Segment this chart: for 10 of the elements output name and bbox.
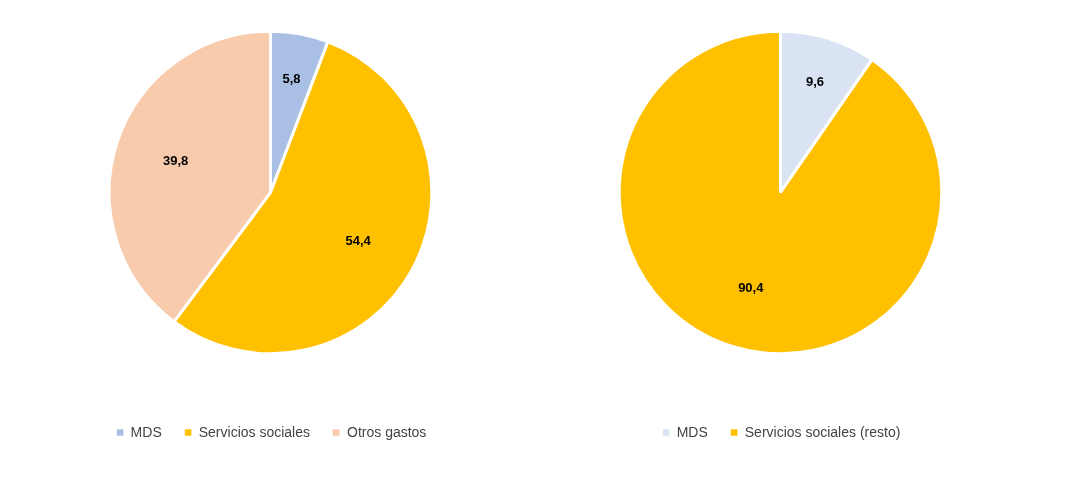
data-label: 39,8 [162, 153, 189, 169]
legend-label: MDS [676, 424, 708, 440]
data-label: 90,4 [738, 280, 765, 296]
legend-label: Servicios sociales [198, 424, 311, 440]
legend-label: Servicios sociales (resto) [744, 424, 901, 440]
legend-label: Otros gastos [347, 424, 427, 440]
data-label: 9,6 [805, 74, 825, 90]
legend-label: MDS [130, 424, 162, 440]
data-label: 5,8 [282, 70, 301, 86]
data-label: 54,4 [345, 233, 372, 249]
